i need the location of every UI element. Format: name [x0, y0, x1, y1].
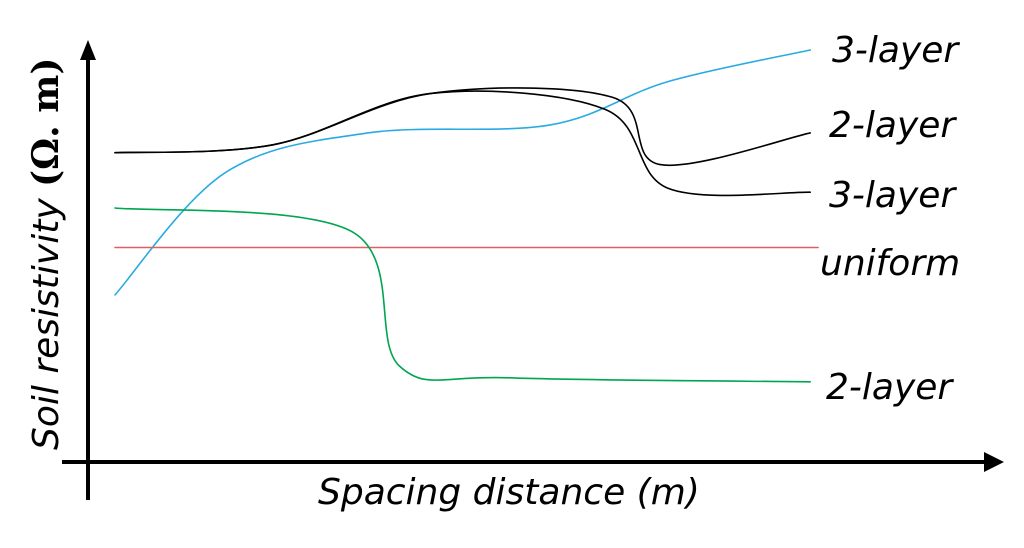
y-axis-title: Soil resistivity (Ω. m): [25, 58, 67, 450]
y-axis-arrowhead: [80, 40, 96, 60]
x-axis: [62, 452, 1004, 472]
curve-3-layer-black: [114, 90, 811, 197]
curve-2-layer-black: [114, 87, 811, 167]
y-axis: [80, 40, 96, 500]
curve-2-layer-green: [114, 207, 811, 383]
curve-3-layer-blue: [114, 49, 811, 296]
series-labels: 3-layer 2-layer 3-layer uniform 2-layer: [820, 30, 960, 408]
label-2-layer-green: 2-layer: [826, 367, 954, 408]
y-axis-title-unit: (Ω. m): [25, 58, 67, 187]
label-3-layer-blue: 3-layer: [832, 30, 960, 71]
label-uniform: uniform: [820, 243, 960, 284]
x-axis-title: Spacing distance (m): [318, 472, 700, 513]
label-3-layer-black: 3-layer: [829, 175, 957, 216]
label-2-layer-upper: 2-layer: [829, 105, 957, 146]
x-axis-arrowhead: [984, 452, 1004, 472]
y-axis-title-text: Soil resistivity: [26, 187, 67, 450]
plot-area: [114, 49, 819, 383]
